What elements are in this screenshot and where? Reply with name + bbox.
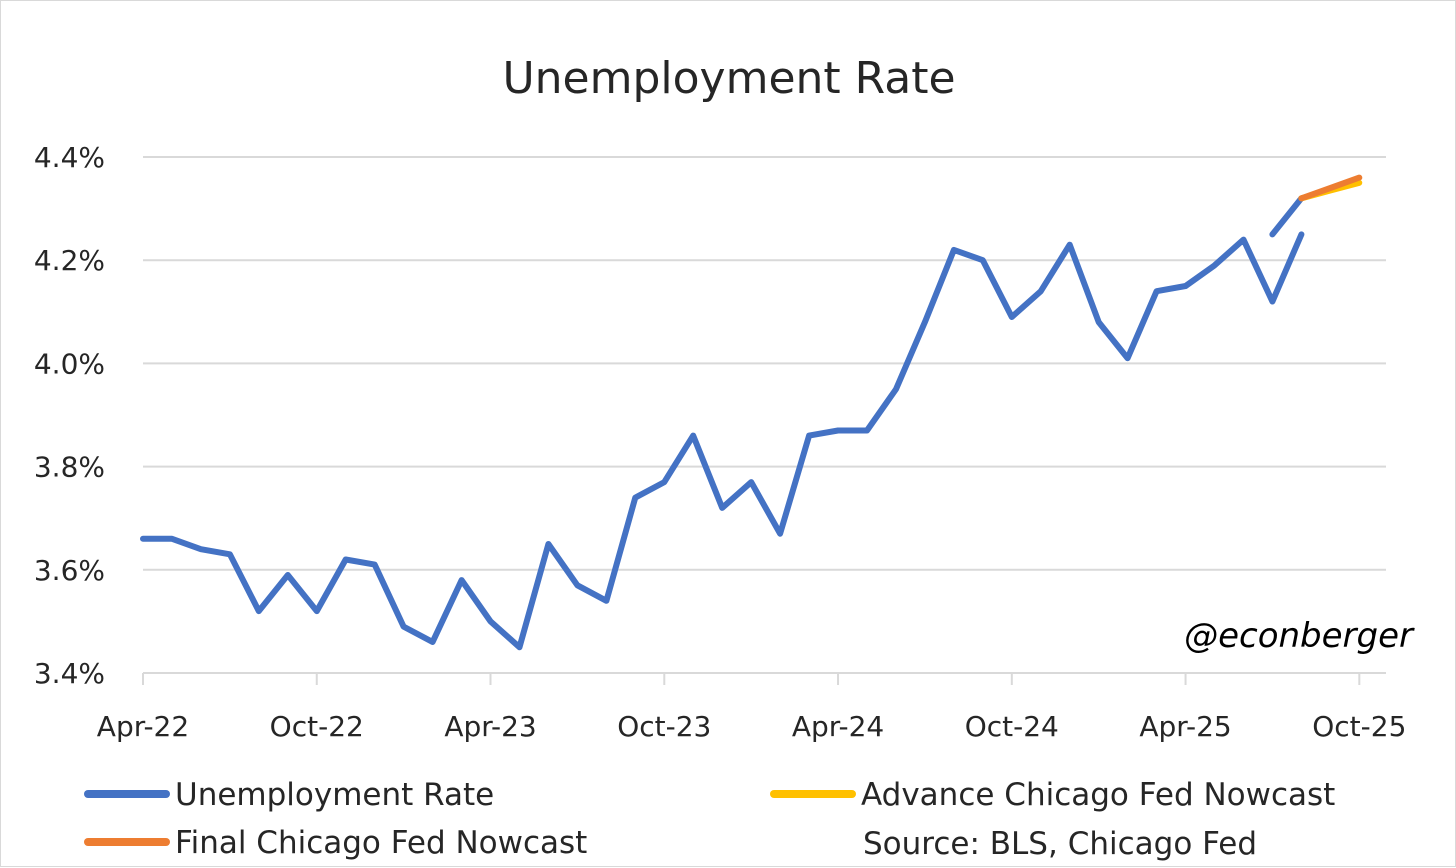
x-tick-label: Oct-24 bbox=[965, 710, 1059, 743]
series-lines bbox=[140, 174, 1363, 651]
x-axis: Apr-22 Oct-22 Apr-23 Oct-23 Apr-24 Oct-24 Apr-… bbox=[97, 672, 1406, 743]
x-tick-label: Oct-23 bbox=[617, 710, 711, 743]
chart-title: Unemployment Rate bbox=[502, 53, 955, 104]
x-tick-label: Oct-22 bbox=[270, 710, 364, 743]
legend-label: Unemployment Rate bbox=[175, 777, 494, 813]
y-tick-label: 4.2% bbox=[34, 244, 105, 277]
legend: Unemployment Rate Advance Chicago Fed Now… bbox=[84, 777, 1335, 861]
y-tick-label: 4.4% bbox=[34, 141, 105, 174]
y-tick-label: 3.8% bbox=[34, 451, 105, 484]
source-note: Source: BLS, Chicago Fed bbox=[863, 826, 1257, 862]
y-tick-label: 4.0% bbox=[34, 347, 105, 380]
gridlines bbox=[143, 156, 1386, 571]
x-tick-label: Oct-25 bbox=[1312, 710, 1406, 743]
x-tick-label: Apr-25 bbox=[1139, 710, 1231, 743]
y-axis: 3.4% 3.6% 3.8% 4.0% 4.2% 4.4% bbox=[34, 141, 105, 690]
x-tick-label: Apr-24 bbox=[792, 710, 884, 743]
legend-label: Final Chicago Fed Nowcast bbox=[175, 825, 587, 861]
y-tick-label: 3.4% bbox=[34, 657, 105, 690]
series-line-unemployment-rate-bridge bbox=[1269, 195, 1305, 238]
series-line-unemployment-rate bbox=[140, 231, 1305, 651]
x-tick-label: Apr-22 bbox=[97, 710, 189, 743]
watermark: @econberger bbox=[1184, 616, 1415, 656]
x-tick-label: Apr-23 bbox=[444, 710, 536, 743]
series-line-final-nowcast bbox=[1298, 174, 1363, 202]
y-tick-label: 3.6% bbox=[34, 554, 105, 587]
legend-label: Advance Chicago Fed Nowcast bbox=[861, 777, 1335, 813]
